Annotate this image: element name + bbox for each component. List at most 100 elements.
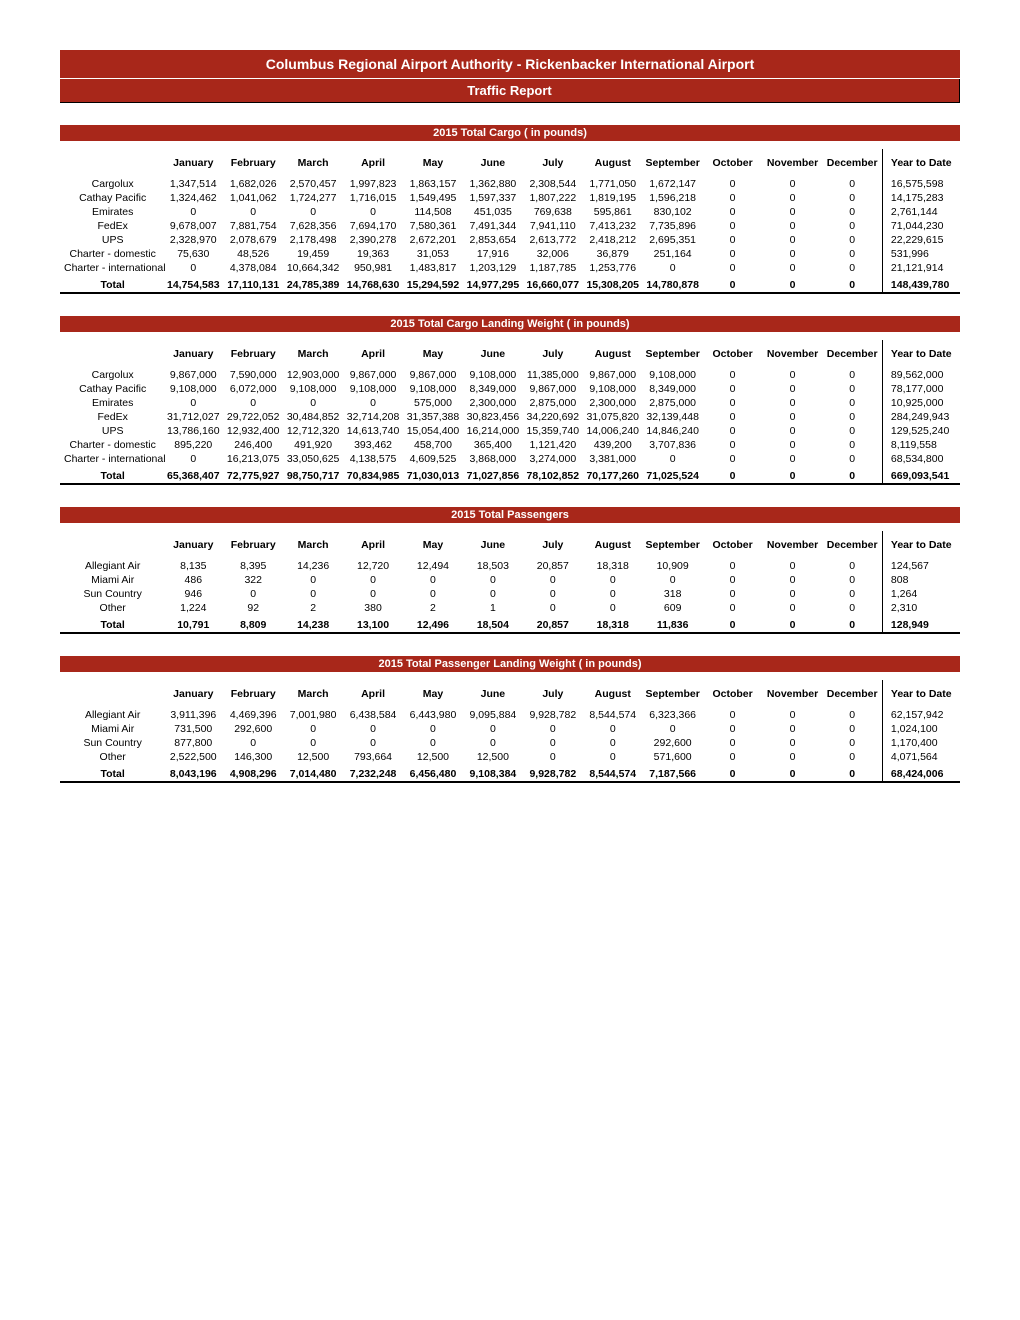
cell: 0 — [583, 722, 643, 736]
cell: 1,997,823 — [343, 177, 403, 191]
table-row: Charter - international016,213,07533,050… — [60, 452, 960, 466]
cell: 9,867,000 — [583, 368, 643, 382]
cell: 0 — [822, 587, 882, 601]
cell: 0 — [703, 396, 763, 410]
cell: 0 — [763, 424, 823, 438]
cell: 0 — [343, 205, 403, 219]
month-header: October — [703, 531, 763, 559]
cell: 114,508 — [403, 205, 463, 219]
cell: 0 — [763, 219, 823, 233]
cell: 0 — [822, 410, 882, 424]
cell: 7,881,754 — [223, 219, 283, 233]
ytd-cell: 14,175,283 — [882, 191, 960, 205]
month-header: April — [343, 149, 403, 177]
cell: 0 — [763, 368, 823, 382]
total-cell: 13,100 — [343, 615, 403, 633]
total-row: Total14,754,58317,110,13124,785,38914,76… — [60, 275, 960, 293]
row-label: Allegiant Air — [60, 708, 163, 722]
cell: 31,075,820 — [583, 410, 643, 424]
ytd-cell: 2,310 — [882, 601, 960, 615]
total-cell: 24,785,389 — [283, 275, 343, 293]
month-header: January — [163, 531, 223, 559]
cell: 0 — [763, 247, 823, 261]
row-label: Miami Air — [60, 573, 163, 587]
total-cell: 6,456,480 — [403, 764, 463, 782]
cell: 48,526 — [223, 247, 283, 261]
cell: 2,672,201 — [403, 233, 463, 247]
cell: 13,786,160 — [163, 424, 223, 438]
cell: 946 — [163, 587, 223, 601]
total-cell: 15,308,205 — [583, 275, 643, 293]
month-header: October — [703, 149, 763, 177]
total-cell: 14,780,878 — [643, 275, 703, 293]
cell: 0 — [283, 205, 343, 219]
total-cell: 0 — [703, 466, 763, 484]
month-header: July — [523, 531, 583, 559]
cell: 18,318 — [583, 559, 643, 573]
cell: 3,911,396 — [163, 708, 223, 722]
cell: 1,224 — [163, 601, 223, 615]
month-header: December — [822, 531, 882, 559]
cell: 12,494 — [403, 559, 463, 573]
row-label: FedEx — [60, 410, 163, 424]
cell: 0 — [763, 736, 823, 750]
cell: 36,879 — [583, 247, 643, 261]
cell: 0 — [822, 177, 882, 191]
cell: 9,867,000 — [523, 382, 583, 396]
cell: 9,867,000 — [403, 368, 463, 382]
row-label: Cargolux — [60, 368, 163, 382]
cell: 0 — [583, 601, 643, 615]
ytd-cell: 62,157,942 — [882, 708, 960, 722]
row-label: Other — [60, 601, 163, 615]
row-label: Charter - domestic — [60, 247, 163, 261]
total-cell: 0 — [703, 275, 763, 293]
cell: 1,362,880 — [463, 177, 523, 191]
cell: 14,846,240 — [643, 424, 703, 438]
cell: 571,600 — [643, 750, 703, 764]
ytd-cell: 1,170,400 — [882, 736, 960, 750]
cell: 9,108,000 — [463, 368, 523, 382]
cell: 6,438,584 — [343, 708, 403, 722]
cell: 246,400 — [223, 438, 283, 452]
cell: 6,443,980 — [403, 708, 463, 722]
cell: 0 — [822, 219, 882, 233]
blank-header — [60, 680, 163, 708]
cell: 0 — [763, 587, 823, 601]
total-cell: 18,318 — [583, 615, 643, 633]
ytd-cell: 16,575,598 — [882, 177, 960, 191]
cell: 9,108,000 — [163, 382, 223, 396]
month-header: October — [703, 340, 763, 368]
cell: 0 — [643, 722, 703, 736]
cell: 0 — [703, 452, 763, 466]
cell: 0 — [583, 587, 643, 601]
total-row: Total10,7918,80914,23813,10012,49618,504… — [60, 615, 960, 633]
cell: 0 — [822, 205, 882, 219]
total-cell: 15,294,592 — [403, 275, 463, 293]
cell: 0 — [822, 247, 882, 261]
cell: 950,981 — [343, 261, 403, 275]
cell: 0 — [703, 410, 763, 424]
cell: 8,544,574 — [583, 708, 643, 722]
row-label: Cargolux — [60, 177, 163, 191]
cell: 31,053 — [403, 247, 463, 261]
cell: 9,678,007 — [163, 219, 223, 233]
cell: 0 — [283, 736, 343, 750]
row-label: Emirates — [60, 205, 163, 219]
cell: 451,035 — [463, 205, 523, 219]
cell: 32,139,448 — [643, 410, 703, 424]
cell: 7,413,232 — [583, 219, 643, 233]
cell: 75,630 — [163, 247, 223, 261]
cell: 15,054,400 — [403, 424, 463, 438]
month-header: June — [463, 149, 523, 177]
ytd-cell: 89,562,000 — [882, 368, 960, 382]
cell: 491,920 — [283, 438, 343, 452]
month-header: July — [523, 680, 583, 708]
cell: 1,596,218 — [643, 191, 703, 205]
cell: 0 — [822, 708, 882, 722]
cell: 32,006 — [523, 247, 583, 261]
cell: 29,722,052 — [223, 410, 283, 424]
month-header: December — [822, 149, 882, 177]
cell: 0 — [763, 452, 823, 466]
month-header: June — [463, 340, 523, 368]
table-row: Other1,22492238021006090002,310 — [60, 601, 960, 615]
